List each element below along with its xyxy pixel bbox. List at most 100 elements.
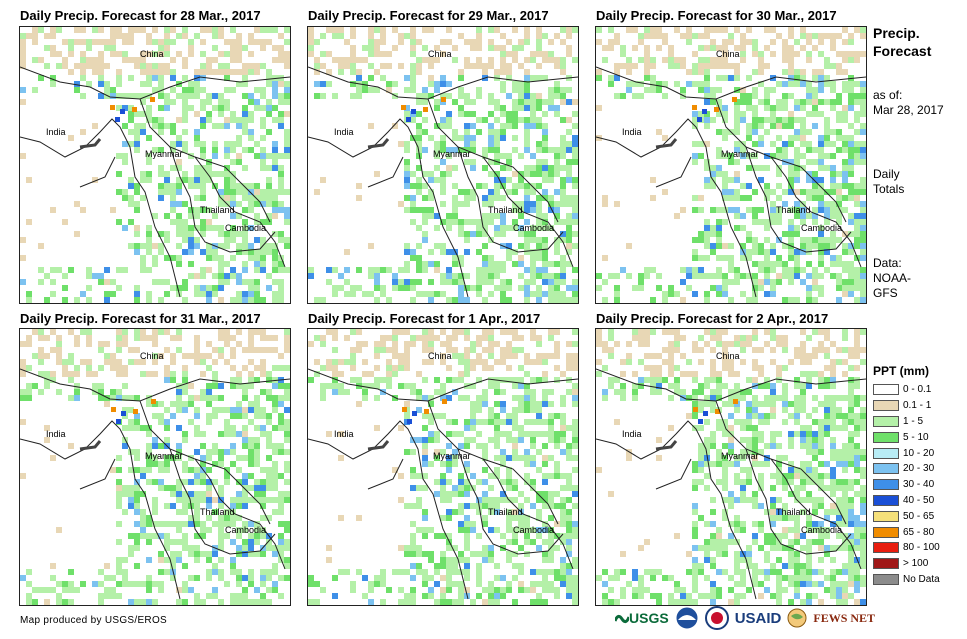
- panel-title: Daily Precip. Forecast for 28 Mar., 2017: [20, 8, 261, 23]
- legend-item: 5 - 10: [873, 429, 940, 445]
- legend-item: No Data: [873, 572, 940, 588]
- totals-line: Daily: [873, 167, 900, 181]
- legend-swatch: [873, 463, 899, 475]
- country-label-india: India: [46, 429, 66, 439]
- country-label-china: China: [716, 49, 740, 59]
- country-label-thailand: Thailand: [776, 507, 811, 517]
- legend-item: 0.1 - 1: [873, 398, 940, 414]
- fewsnet-globe-icon: [787, 608, 807, 628]
- forecast-map: China India Myanmar Thailand Cambodia: [307, 328, 579, 606]
- data-line: GFS: [873, 286, 898, 300]
- legend-label: 10 - 20: [903, 447, 935, 459]
- country-label-myanmar: Myanmar: [433, 451, 471, 461]
- forecast-map: China India Myanmar Thailand Cambodia: [307, 26, 579, 304]
- legend-swatch: [873, 400, 899, 412]
- country-label-myanmar: Myanmar: [721, 149, 759, 159]
- country-label-india: India: [334, 429, 354, 439]
- precip-field: [596, 329, 866, 605]
- forecast-map: China India Myanmar Thailand Cambodia: [595, 26, 867, 304]
- data-source: Data: NOAA- GFS: [873, 256, 911, 301]
- legend-label: 50 - 65: [903, 510, 935, 522]
- country-label-india: India: [46, 127, 66, 137]
- logo-bar: USGS USAID FEWS NET: [615, 606, 875, 630]
- country-label-cambodia: Cambodia: [225, 223, 267, 233]
- legend-item: 65 - 80: [873, 524, 940, 540]
- legend-swatch: [873, 542, 899, 554]
- forecast-map: China India Myanmar Thailand Cambodia: [19, 26, 291, 304]
- country-label-china: China: [428, 351, 452, 361]
- country-label-thailand: Thailand: [488, 205, 523, 215]
- country-label-myanmar: Myanmar: [433, 149, 471, 159]
- as-of-value: Mar 28, 2017: [873, 103, 944, 117]
- legend-item: 30 - 40: [873, 477, 940, 493]
- legend-label: 0 - 0.1: [903, 384, 932, 396]
- data-line: Data:: [873, 256, 902, 270]
- country-label-myanmar: Myanmar: [721, 451, 759, 461]
- legend-label: No Data: [903, 573, 940, 585]
- daily-totals-note: Daily Totals: [873, 167, 904, 197]
- usaid-seal-icon: [704, 606, 729, 630]
- legend-label: 0.1 - 1: [903, 400, 932, 412]
- legend-swatch: [873, 558, 899, 570]
- legend-label: 20 - 30: [903, 463, 935, 475]
- country-label-india: India: [622, 127, 642, 137]
- precip-field: [308, 329, 578, 605]
- legend-item: 50 - 65: [873, 508, 940, 524]
- country-label-thailand: Thailand: [200, 507, 235, 517]
- legend-label: 40 - 50: [903, 494, 935, 506]
- precip-field: [308, 27, 578, 303]
- country-label-cambodia: Cambodia: [801, 525, 843, 535]
- country-label-cambodia: Cambodia: [513, 525, 555, 535]
- fewsnet-logo: FEWS NET: [813, 610, 876, 625]
- legend-swatch: [873, 479, 899, 491]
- legend-swatch: [873, 447, 899, 459]
- legend-item: > 100: [873, 556, 940, 572]
- legend-item: 0 - 0.1: [873, 382, 940, 398]
- panel-title: Daily Precip. Forecast for 30 Mar., 2017: [596, 8, 837, 23]
- legend-swatch: [873, 494, 899, 506]
- legend-swatch: [873, 526, 899, 538]
- panel-title: Daily Precip. Forecast for 31 Mar., 2017: [20, 311, 261, 326]
- side-title-line: Forecast: [873, 43, 932, 59]
- legend-swatch: [873, 431, 899, 443]
- usaid-logo: USAID: [734, 609, 782, 627]
- country-label-china: China: [716, 351, 740, 361]
- legend-item: 20 - 30: [873, 461, 940, 477]
- legend-item: 1 - 5: [873, 414, 940, 430]
- country-label-cambodia: Cambodia: [225, 525, 267, 535]
- totals-line: Totals: [873, 182, 905, 196]
- panel-title: Daily Precip. Forecast for 2 Apr., 2017: [596, 311, 829, 326]
- legend-label: 30 - 40: [903, 479, 935, 491]
- as-of-label: as of:: [873, 88, 903, 102]
- country-label-thailand: Thailand: [200, 205, 235, 215]
- legend-item: 10 - 20: [873, 445, 940, 461]
- legend-label: 5 - 10: [903, 431, 929, 443]
- legend-label: 65 - 80: [903, 526, 935, 538]
- forecast-map: China India Myanmar Thailand Cambodia: [595, 328, 867, 606]
- legend-item: 40 - 50: [873, 493, 940, 509]
- legend-item: 80 - 100: [873, 540, 940, 556]
- panel-title: Daily Precip. Forecast for 1 Apr., 2017: [308, 311, 541, 326]
- country-label-cambodia: Cambodia: [513, 223, 555, 233]
- legend-swatch: [873, 510, 899, 522]
- side-title: Precip. Forecast: [873, 24, 931, 60]
- precip-field: [20, 27, 290, 303]
- country-label-myanmar: Myanmar: [145, 451, 183, 461]
- usgs-logo: USGS: [615, 610, 669, 626]
- panel-title: Daily Precip. Forecast for 29 Mar., 2017: [308, 8, 549, 23]
- country-label-thailand: Thailand: [488, 507, 523, 517]
- data-line: NOAA-: [873, 271, 912, 285]
- precip-field: [20, 329, 290, 605]
- country-label-cambodia: Cambodia: [801, 223, 843, 233]
- country-label-india: India: [334, 127, 354, 137]
- country-label-china: China: [428, 49, 452, 59]
- precip-field: [596, 27, 866, 303]
- legend-label: 80 - 100: [903, 542, 940, 554]
- credit-text: Map produced by USGS/EROS: [20, 615, 168, 626]
- legend-swatch: [873, 415, 899, 427]
- country-label-india: India: [622, 429, 642, 439]
- usgs-wave-icon: [615, 614, 629, 624]
- legend-label: 1 - 5: [903, 415, 924, 427]
- country-label-myanmar: Myanmar: [145, 149, 183, 159]
- forecast-map: China India Myanmar Thailand Cambodia: [19, 328, 291, 606]
